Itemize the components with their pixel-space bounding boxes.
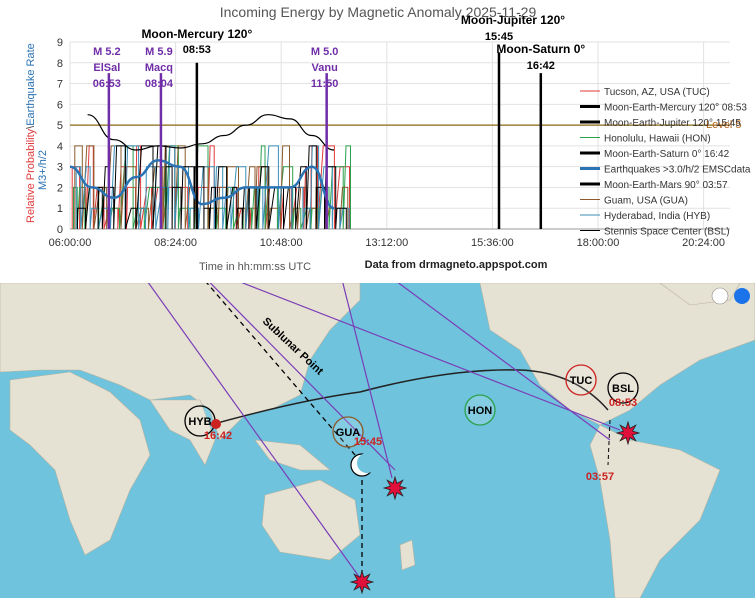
legend-label: Guam, USA (GUA) — [604, 196, 688, 207]
event-label: Moon-Saturn 0° — [496, 42, 585, 56]
station-trace — [75, 145, 350, 230]
land-new-zealand — [399, 539, 416, 571]
legend-label: Hyderabad, India (HYB) — [604, 211, 710, 222]
station-code: TUC — [570, 375, 593, 387]
station-trace — [77, 145, 347, 230]
y-tick-label: 1 — [57, 203, 63, 215]
map-account-icon[interactable] — [734, 288, 750, 304]
chart-background — [0, 0, 755, 283]
y-tick-label: 9 — [57, 37, 63, 49]
x-tick-label: 18:00:00 — [577, 237, 620, 249]
quake-place: ElSal — [93, 62, 120, 74]
land-south-america — [589, 424, 721, 599]
quake-star-icon — [349, 569, 375, 595]
mars-line — [607, 419, 611, 466]
x-axis-label: Time in hh:mm:ss UTC — [199, 261, 311, 273]
quake-star-icon — [615, 420, 641, 446]
x-tick-label: 08:24:00 — [154, 237, 197, 249]
quake-time: 08:04 — [145, 78, 174, 90]
moon-shadow — [357, 453, 377, 473]
y-tick-label: 3 — [57, 162, 63, 174]
quake-time: 06:53 — [93, 78, 121, 90]
station-marker[interactable] — [464, 394, 496, 426]
series-line — [69, 159, 335, 210]
y-tick-label: 6 — [57, 99, 63, 111]
station-marker[interactable] — [565, 364, 597, 396]
quake-place: Macq — [145, 62, 173, 74]
land-north-america — [479, 282, 755, 426]
event-label: Moon-Mercury 120° — [141, 27, 252, 41]
land-africa — [9, 371, 151, 556]
pin-icon — [211, 419, 221, 429]
y-tick-label: 2 — [57, 182, 63, 194]
legend-label: Moon-Earth-Mercury 120° 08:53 — [604, 103, 747, 114]
legend-label: Tucson, AZ, USA (TUC) — [604, 87, 710, 98]
quake-magnitude: M 5.9 — [145, 46, 173, 58]
y-axis-label: Relative Probability\Earthquake Rate — [25, 43, 37, 223]
legend-label: Moon-Earth-Saturn 0° 16:42 — [604, 149, 730, 160]
legend-label: Moon-Earth-Jupiter 120° 15:45 — [604, 118, 741, 129]
series-line — [87, 114, 335, 151]
quake-place: Vanu — [312, 62, 338, 74]
y-tick-label: 7 — [57, 79, 63, 91]
y-axis-label-blue: Earthquake Rate — [25, 43, 37, 126]
y-tick-label: 8 — [57, 58, 63, 70]
x-tick-label: 06:00:00 — [49, 237, 92, 249]
quake-magnitude: M 5.2 — [93, 46, 121, 58]
legend-label: Honolulu, Hawaii (HON) — [604, 134, 711, 145]
station-marker[interactable] — [332, 416, 364, 448]
level-5-label: Level 5 — [706, 119, 741, 131]
land-eurasia — [0, 282, 361, 441]
legend-label: Earthquakes >3.0/h/2 EMSCdata — [604, 165, 751, 176]
station-code: HON — [468, 405, 493, 417]
connector-arrow — [111, 231, 361, 579]
chart-title: Incoming Energy by Magnetic Anomaly 2025… — [220, 4, 537, 20]
event-time: 08:53 — [183, 44, 211, 56]
source-label: Data from drmagneto.appspot.com — [365, 259, 548, 271]
map-fullscreen-icon[interactable] — [711, 287, 729, 305]
station-marker[interactable] — [607, 372, 639, 404]
legend-label: Moon-Earth-Mars 90° 03:57 — [604, 180, 728, 191]
quake-magnitude: M 5.0 — [311, 46, 339, 58]
x-tick-label: 13:12:00 — [365, 237, 408, 249]
x-tick-label: 20:24:00 — [682, 237, 725, 249]
quake-time: 11:50 — [311, 78, 339, 90]
land-india — [149, 399, 216, 466]
event-time: 16:42 — [527, 60, 555, 72]
y-axis-units: M3+/h/2 — [37, 150, 49, 190]
quake-star-icon — [382, 475, 408, 501]
y-axis-label-sep: \ — [25, 125, 37, 129]
land-australia — [261, 479, 361, 561]
station-code: HYB — [188, 416, 211, 428]
station-time: 16:42 — [204, 430, 232, 442]
station-code: GUA — [336, 427, 361, 439]
mars-time: 03:57 — [586, 471, 614, 483]
y-tick-label: 0 — [57, 224, 63, 236]
jupiter-time: 15:45 — [354, 436, 382, 448]
moon-track — [209, 369, 609, 426]
event-time: 15:45 — [485, 31, 513, 43]
x-tick-label: 10:48:00 — [260, 237, 303, 249]
y-tick-label: 5 — [57, 120, 63, 132]
land-se-asia — [254, 439, 331, 471]
legend-label: Stennis Space Center (BSL) — [604, 227, 730, 238]
station-code: BSL — [612, 383, 634, 395]
x-tick-label: 15:36:00 — [471, 237, 514, 249]
station-time: 08:53 — [609, 397, 637, 409]
y-axis-label-red: Relative Probability — [25, 128, 37, 223]
event-label: Moon-Jupiter 120° — [461, 13, 565, 27]
y-tick-label: 4 — [57, 141, 63, 153]
